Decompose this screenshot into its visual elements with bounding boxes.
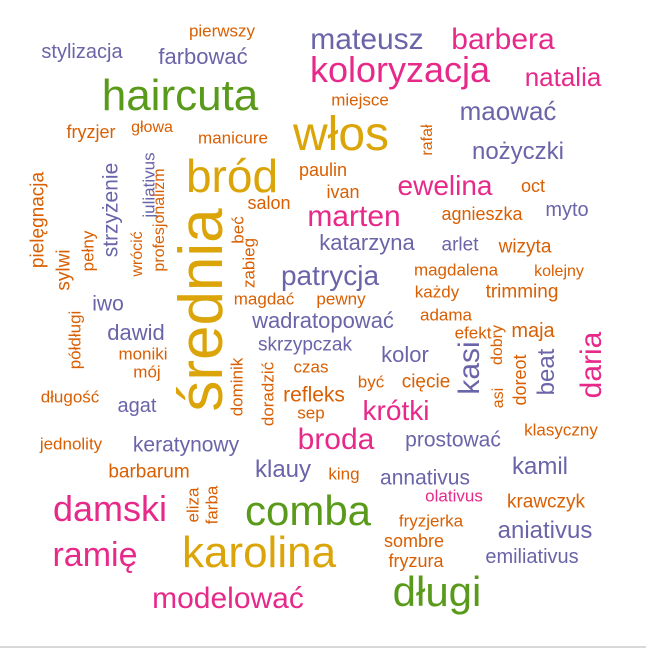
word-iwo: iwo	[92, 292, 124, 316]
word-refleks: refleks	[283, 383, 345, 407]
word-fryzura: fryzura	[388, 551, 444, 571]
word-pierwszy: pierwszy	[188, 21, 256, 41]
word-ivan: ivan	[326, 182, 360, 202]
word-efekt: efekt	[454, 323, 492, 343]
word-patrycja: patrycja	[280, 260, 380, 291]
word-broda: broda	[297, 423, 375, 456]
word-wlos: włos	[292, 108, 390, 161]
word-manicure: manicure	[198, 128, 268, 148]
word-pielegnacja: pielęgnacja	[27, 171, 49, 269]
word-glowa: głowa	[131, 119, 173, 136]
word-maja: maja	[511, 320, 555, 342]
word-doreot: doreot	[510, 354, 530, 406]
word-aniativus: aniativus	[497, 517, 593, 544]
word-mateusz: mateusz	[310, 23, 424, 56]
word-dobry: dobry	[489, 324, 506, 366]
word-farba: farba	[202, 485, 222, 525]
word-paulin: paulin	[298, 160, 348, 180]
word-rafal: rafał	[419, 124, 436, 156]
word-ewelina: ewelina	[397, 170, 493, 201]
word-beat: beat	[533, 348, 560, 396]
word-agat: agat	[117, 395, 157, 417]
word-eliza: eliza	[183, 487, 203, 523]
word-karolina: karolina	[181, 528, 337, 577]
word-zabieg: zabieg	[239, 237, 259, 289]
word-dlugi: długi	[392, 568, 482, 615]
word-modelowac: modelować	[152, 582, 304, 615]
word-trimming: trimming	[485, 281, 559, 303]
word-asi: asi	[490, 387, 507, 409]
word-marten: marten	[307, 200, 401, 233]
word-pewny: pewny	[316, 289, 366, 309]
word-krotki: krótki	[362, 395, 430, 426]
word-byc: być	[357, 372, 385, 392]
word-krawczyk: krawczyk	[506, 491, 586, 513]
word-emiliativus: emiliativus	[485, 546, 579, 568]
word-sombre: sombre	[383, 531, 445, 551]
word-moj: mój	[133, 362, 161, 382]
word-daria: daria	[575, 331, 608, 399]
word-natalia: natalia	[524, 62, 602, 92]
word-salon: salon	[247, 193, 291, 213]
word-myto: myto	[545, 199, 589, 221]
word-nozyczki: nożyczki	[471, 138, 565, 165]
word-jednolity: jednolity	[39, 434, 103, 454]
word-fryzjer: fryzjer	[66, 122, 116, 142]
word-sep: sep	[297, 403, 325, 423]
word-brod: bród	[185, 150, 279, 202]
word-kasi: kasi	[453, 341, 486, 395]
word-wrocic: wrócić	[129, 231, 146, 277]
word-kazdy: każdy	[414, 282, 460, 302]
word-koloryzacja: koloryzacja	[309, 49, 491, 90]
word-prostowac: prostować	[405, 428, 501, 452]
word-klauy: klauy	[254, 456, 312, 483]
word-pelny: pełny	[78, 230, 98, 272]
word-klasyczny: klasyczny	[524, 420, 598, 440]
word-poldlugi: półdługi	[65, 310, 85, 370]
word-barbarum: barbarum	[108, 461, 190, 483]
word-skrzypczak: skrzypczak	[258, 334, 352, 356]
word-ramie: ramię	[52, 536, 138, 574]
word-magdac: magdać	[233, 289, 295, 309]
word-kamil: kamil	[511, 453, 569, 480]
word-profesjonalizm: profesjonalizm	[151, 168, 168, 272]
word-arlet: arlet	[441, 234, 479, 256]
word-kolejny: kolejny	[534, 263, 584, 280]
word-moniki: moniki	[118, 344, 168, 364]
word-annativus: annativus	[380, 466, 470, 490]
word-miejsce: miejsce	[331, 90, 389, 110]
word-adama: adama	[420, 305, 472, 325]
word-oct: oct	[520, 176, 546, 196]
word-farbowac: farbować	[158, 44, 248, 69]
word-doradzic: doradzić	[258, 361, 278, 427]
word-fryzjerka: fryzjerka	[398, 511, 464, 531]
word-olativus: olativus	[425, 486, 483, 506]
word-sylwi: sylwi	[53, 249, 75, 291]
word-czas: czas	[293, 357, 329, 377]
word-srednia: średnia	[167, 208, 236, 412]
word-maowac: maować	[459, 96, 557, 126]
word-strzyzenie: strzyżenie	[99, 162, 123, 258]
word-barbera: barbera	[451, 23, 555, 56]
word-keratynowy: keratynowy	[132, 433, 240, 457]
word-haircuta: haircuta	[101, 71, 259, 120]
word-ciecie: cięcie	[401, 371, 451, 393]
word-katarzyna: katarzyna	[319, 230, 415, 255]
word-comba: comba	[244, 487, 372, 534]
word-wizyta: wizyta	[498, 236, 552, 258]
word-dawid: dawid	[107, 320, 165, 345]
word-agnieszka: agnieszka	[441, 204, 523, 224]
word-damski: damski	[52, 488, 168, 529]
bottom-divider	[0, 646, 646, 648]
word-king: king	[328, 464, 360, 484]
word-dominik: dominik	[227, 357, 247, 417]
word-stylizacja: stylizacja	[41, 41, 123, 63]
word-wadratopowac: wadratopować	[252, 308, 394, 333]
word-kolor: kolor	[381, 342, 429, 367]
word-dlugosc: długość	[40, 387, 100, 407]
word-magdalena: magdalena	[413, 260, 499, 280]
